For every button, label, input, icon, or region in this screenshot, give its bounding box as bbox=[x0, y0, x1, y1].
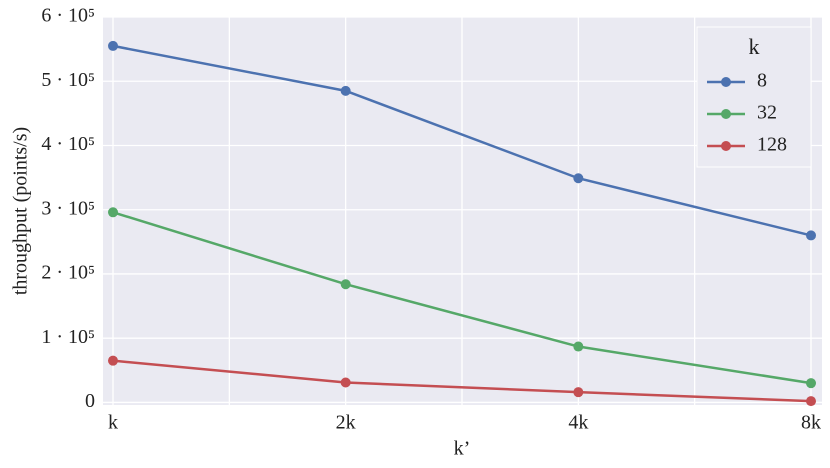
data-point bbox=[573, 173, 584, 184]
x-tick-label: 4k bbox=[568, 412, 588, 434]
data-point bbox=[806, 378, 816, 389]
data-point bbox=[573, 341, 584, 352]
legend-box bbox=[696, 26, 812, 168]
legend-marker bbox=[721, 77, 731, 87]
data-point bbox=[108, 40, 118, 51]
data-point bbox=[340, 85, 351, 96]
data-point bbox=[806, 396, 816, 407]
data-point bbox=[806, 230, 816, 241]
data-point bbox=[340, 377, 351, 388]
y-tick-label: 2 · 10⁵ bbox=[41, 262, 95, 284]
legend-label: 8 bbox=[757, 70, 767, 92]
x-tick-label: 8k bbox=[801, 412, 821, 434]
y-tick-label: 5 · 10⁵ bbox=[41, 69, 95, 91]
x-tick-label: 2k bbox=[336, 412, 356, 434]
y-tick-label: 1 · 10⁵ bbox=[41, 326, 95, 348]
series-line bbox=[112, 44, 812, 237]
legend-label: 128 bbox=[757, 134, 787, 156]
y-tick-label: 6 · 10⁵ bbox=[41, 5, 95, 27]
series-line bbox=[112, 359, 812, 403]
series-line bbox=[112, 211, 812, 385]
data-point bbox=[340, 279, 351, 290]
x-axis-label: k’ bbox=[454, 438, 471, 460]
legend-title: k bbox=[749, 34, 760, 59]
data-point bbox=[108, 207, 118, 218]
y-axis-label: throughput (points/s) bbox=[10, 127, 32, 295]
y-tick-label: 4 · 10⁵ bbox=[41, 133, 95, 155]
data-point bbox=[573, 387, 584, 398]
legend-label: 32 bbox=[757, 102, 777, 124]
y-tick-label: 0 bbox=[85, 390, 95, 412]
legend-marker bbox=[721, 109, 731, 119]
y-tick-label: 3 · 10⁵ bbox=[41, 197, 95, 219]
data-point bbox=[108, 355, 118, 366]
legend-marker bbox=[721, 141, 731, 151]
x-tick-label: k bbox=[108, 412, 118, 434]
